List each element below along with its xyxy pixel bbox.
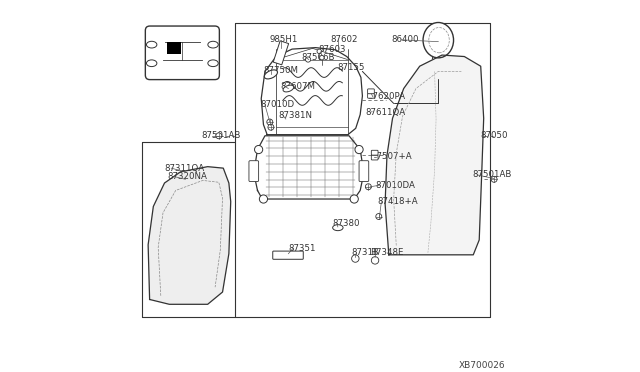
Circle shape — [317, 49, 321, 54]
Text: 87620PA: 87620PA — [367, 92, 406, 101]
Circle shape — [267, 119, 273, 125]
Ellipse shape — [423, 22, 454, 58]
Circle shape — [376, 214, 381, 219]
Text: 87607M: 87607M — [280, 82, 315, 91]
Circle shape — [350, 195, 358, 203]
Text: 87501AB: 87501AB — [472, 170, 512, 179]
Circle shape — [319, 55, 324, 60]
Ellipse shape — [264, 70, 278, 79]
Text: 87603: 87603 — [319, 45, 346, 54]
Ellipse shape — [147, 41, 157, 48]
FancyBboxPatch shape — [145, 26, 220, 80]
Text: 985H1: 985H1 — [269, 35, 298, 44]
Polygon shape — [148, 167, 231, 304]
Text: 86400: 86400 — [392, 35, 419, 44]
FancyBboxPatch shape — [367, 93, 374, 98]
Circle shape — [351, 255, 359, 262]
Circle shape — [371, 257, 379, 264]
Circle shape — [255, 145, 262, 154]
Circle shape — [355, 145, 363, 154]
Text: 87750M: 87750M — [264, 66, 298, 75]
Circle shape — [365, 184, 371, 190]
Ellipse shape — [147, 60, 157, 67]
Text: 87380: 87380 — [332, 219, 360, 228]
Text: 87010DA: 87010DA — [375, 181, 415, 190]
Bar — [167, 42, 181, 54]
Ellipse shape — [208, 60, 218, 67]
Polygon shape — [385, 55, 484, 255]
Circle shape — [259, 195, 268, 203]
FancyBboxPatch shape — [367, 89, 374, 94]
Text: 87506B: 87506B — [301, 53, 335, 62]
Text: 87381N: 87381N — [278, 111, 312, 120]
Text: XB700026: XB700026 — [459, 361, 505, 370]
Text: 87507+A: 87507+A — [371, 153, 412, 161]
Text: 87050: 87050 — [481, 131, 508, 140]
Ellipse shape — [333, 225, 343, 231]
Text: 87155: 87155 — [338, 63, 365, 72]
Circle shape — [305, 57, 310, 62]
Text: 87311QA: 87311QA — [164, 164, 205, 173]
Polygon shape — [273, 41, 289, 65]
Text: B7348E: B7348E — [370, 248, 404, 257]
Text: 87611QA: 87611QA — [365, 108, 406, 117]
Ellipse shape — [283, 85, 294, 92]
Circle shape — [491, 176, 497, 182]
Text: 87418+A: 87418+A — [377, 197, 417, 206]
Circle shape — [216, 133, 222, 139]
Text: 87351: 87351 — [289, 244, 316, 253]
Circle shape — [268, 124, 274, 130]
Text: 87320NA: 87320NA — [168, 172, 207, 181]
FancyBboxPatch shape — [371, 150, 378, 155]
Text: 87602: 87602 — [330, 35, 358, 44]
FancyBboxPatch shape — [249, 161, 259, 182]
Ellipse shape — [208, 41, 218, 48]
FancyBboxPatch shape — [359, 161, 369, 182]
FancyBboxPatch shape — [371, 155, 378, 160]
Text: 87318: 87318 — [351, 248, 379, 257]
FancyBboxPatch shape — [273, 251, 303, 259]
Text: 87010D: 87010D — [260, 100, 294, 109]
Text: 87501AB: 87501AB — [202, 131, 241, 140]
